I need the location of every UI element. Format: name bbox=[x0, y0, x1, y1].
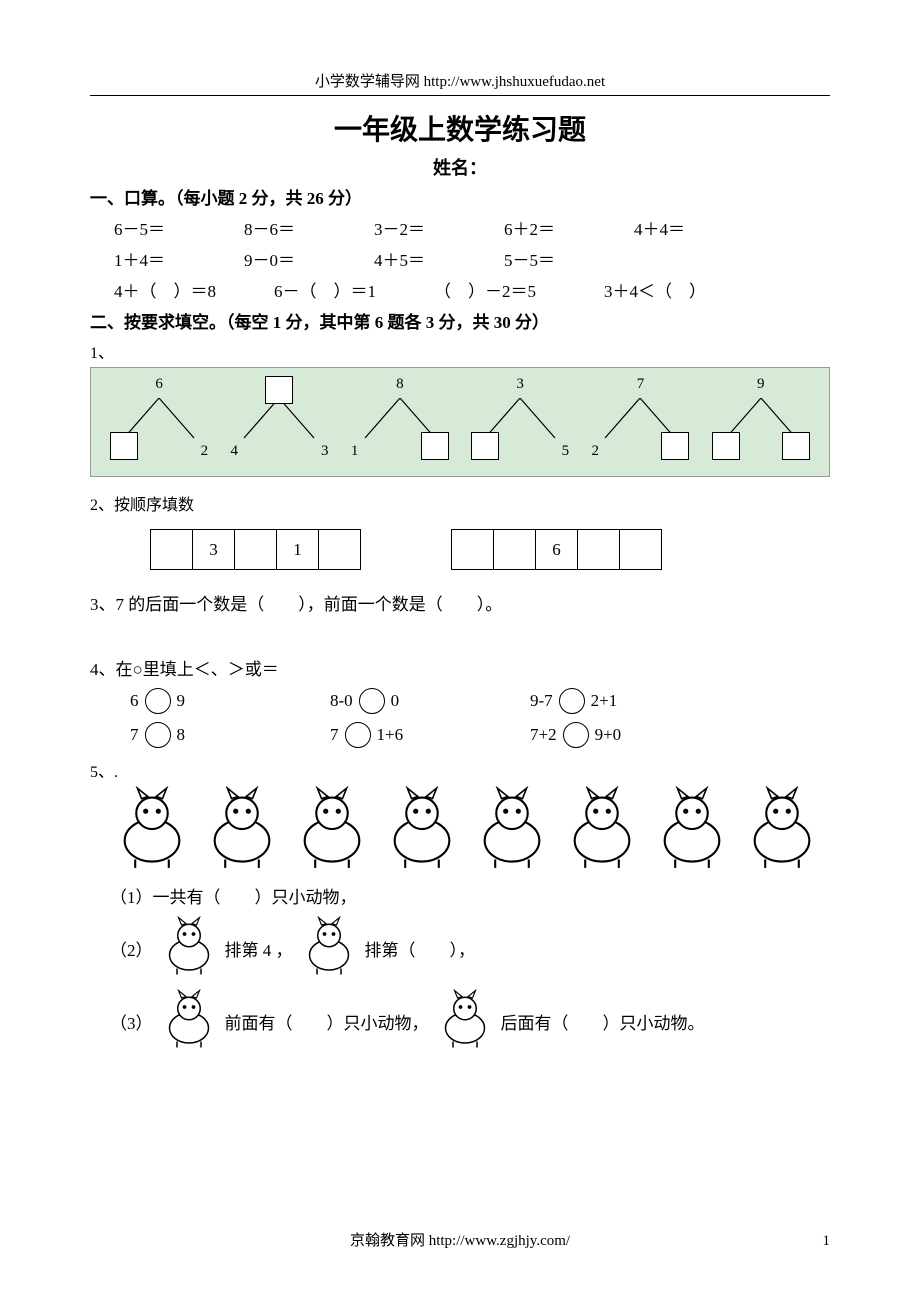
q4-label: 4、在○里填上＜、＞或＝ bbox=[90, 655, 830, 680]
number-bond: 3 5 bbox=[465, 380, 575, 460]
s1-p: 4＋5＝ bbox=[374, 246, 504, 271]
q5-3a: （3） bbox=[110, 1009, 153, 1034]
horse-icon bbox=[110, 786, 194, 870]
dog-icon bbox=[290, 786, 374, 875]
sheep-icon bbox=[650, 786, 734, 875]
page-header: 小学数学辅导网 http://www.jhshuxuefudao.net bbox=[90, 70, 830, 96]
dog-icon bbox=[290, 786, 374, 870]
q5-2b: 排第 4 ， bbox=[225, 936, 293, 961]
s1-p: 6－（ ）＝1 bbox=[274, 277, 434, 302]
cat-icon bbox=[435, 989, 495, 1049]
number-bond-strip: 6 2 4 3 8 1 3 5 7 2 bbox=[90, 367, 830, 477]
animals-row bbox=[110, 786, 830, 875]
horse-icon bbox=[110, 786, 194, 875]
q5-3: （3） 前面有（ ）只小动物， 后面有（ ）只小动物。 bbox=[110, 989, 830, 1054]
name-label: 姓名： bbox=[90, 154, 830, 180]
s1-row1: 6－5＝ 8－6＝ 3－2＝ 6＋2＝ 4＋4＝ bbox=[114, 215, 830, 240]
q5-1-text: （1）一共有（ ）只小动物， bbox=[110, 883, 357, 908]
rabbit-icon bbox=[380, 786, 464, 875]
section-2-heading: 二、按要求填空。（每空 1 分，其中第 6 题各 3 分，共 30 分） bbox=[90, 308, 830, 333]
seq-cell: 3 bbox=[193, 530, 235, 570]
s1-p: 5－5＝ bbox=[504, 246, 634, 271]
sequence-tables: 31 6 bbox=[150, 529, 830, 570]
elephant-icon bbox=[740, 786, 824, 870]
q1-label: 1、 bbox=[90, 339, 830, 363]
s1-p: 3－2＝ bbox=[374, 215, 504, 240]
rabbit-icon bbox=[159, 916, 219, 976]
circle-blank bbox=[145, 688, 171, 714]
number-bond: 7 2 bbox=[585, 380, 695, 460]
cat-icon bbox=[435, 989, 495, 1054]
seq-cell bbox=[452, 530, 494, 570]
circle-blank bbox=[559, 688, 585, 714]
seq-cell bbox=[319, 530, 361, 570]
section-1-heading: 一、口算。（每小题 2 分，共 26 分） bbox=[90, 184, 830, 209]
circle-blank bbox=[563, 722, 589, 748]
q3-text: 3、7 的后面一个数是（ ），前面一个数是（ ）。 bbox=[90, 590, 830, 615]
q5-3c: 后面有（ ）只小动物。 bbox=[501, 1009, 705, 1034]
compare-item: 69 bbox=[130, 688, 330, 714]
compare-item: 8-00 bbox=[330, 688, 530, 714]
q5-label: 5、. bbox=[90, 758, 830, 782]
s1-row3: 4＋（ ）＝8 6－（ ）＝1 （ ）－2＝5 3＋4＜（ ） bbox=[114, 277, 830, 302]
q5-2c: 排第（ ）， bbox=[365, 936, 476, 961]
number-bond: 8 1 bbox=[345, 380, 455, 460]
boy-icon bbox=[470, 786, 554, 875]
q2-label: 2、按顺序填数 bbox=[90, 491, 830, 515]
seq-cell bbox=[494, 530, 536, 570]
elephant-icon bbox=[740, 786, 824, 875]
s1-p: 3＋4＜（ ） bbox=[604, 277, 764, 302]
compare-item: 7+29+0 bbox=[530, 722, 730, 748]
rabbit-icon bbox=[380, 786, 464, 870]
circle-blank bbox=[359, 688, 385, 714]
q5-2a: （2） bbox=[110, 936, 153, 961]
elephant-icon bbox=[159, 989, 219, 1049]
circle-blank bbox=[145, 722, 171, 748]
worksheet-page: 小学数学辅导网 http://www.jhshuxuefudao.net 一年级… bbox=[0, 0, 920, 1300]
cat-icon bbox=[200, 786, 284, 875]
cat-icon bbox=[200, 786, 284, 870]
s1-p: （ ）－2＝5 bbox=[434, 277, 604, 302]
seq-cell bbox=[151, 530, 193, 570]
seq-cell bbox=[578, 530, 620, 570]
compare-item: 78 bbox=[130, 722, 330, 748]
seq-cell bbox=[620, 530, 662, 570]
compare-item: 71+6 bbox=[330, 722, 530, 748]
elephant-icon bbox=[159, 989, 219, 1054]
turtle-icon bbox=[560, 786, 644, 870]
seq-cell: 1 bbox=[277, 530, 319, 570]
rabbit-icon bbox=[159, 916, 219, 981]
number-bond: 9 bbox=[706, 380, 816, 460]
s1-p: 6＋2＝ bbox=[504, 215, 634, 240]
s1-p: 4＋（ ）＝8 bbox=[114, 277, 274, 302]
s1-p: 6－5＝ bbox=[114, 215, 244, 240]
s1-p: 8－6＝ bbox=[244, 215, 374, 240]
page-number: 1 bbox=[823, 1233, 831, 1250]
sheep-icon bbox=[650, 786, 734, 870]
seq-cell bbox=[235, 530, 277, 570]
s1-p: 4＋4＝ bbox=[634, 215, 764, 240]
sequence-table-2: 6 bbox=[451, 529, 662, 570]
s1-p: 1＋4＝ bbox=[114, 246, 244, 271]
q5-1: （1）一共有（ ）只小动物， bbox=[110, 883, 830, 908]
sequence-table-1: 31 bbox=[150, 529, 361, 570]
s1-row2: 1＋4＝ 9－0＝ 4＋5＝ 5－5＝ bbox=[114, 246, 830, 271]
number-bond: 6 2 bbox=[104, 380, 214, 460]
sheep-icon bbox=[299, 916, 359, 981]
turtle-icon bbox=[560, 786, 644, 875]
cmp-row-1: 698-009-72+1 bbox=[130, 688, 830, 714]
cmp-row-2: 7871+67+29+0 bbox=[130, 722, 830, 748]
page-title: 一年级上数学练习题 bbox=[90, 108, 830, 148]
q5-3b: 前面有（ ）只小动物， bbox=[225, 1009, 429, 1034]
circle-blank bbox=[345, 722, 371, 748]
sheep-icon bbox=[299, 916, 359, 976]
q5-2: （2） 排第 4 ， 排第（ ）， bbox=[110, 916, 830, 981]
seq-cell: 6 bbox=[536, 530, 578, 570]
s1-p: 9－0＝ bbox=[244, 246, 374, 271]
boy-icon bbox=[470, 786, 554, 870]
compare-item: 9-72+1 bbox=[530, 688, 730, 714]
number-bond: 4 3 bbox=[224, 380, 334, 460]
page-footer: 京翰教育网 http://www.zgjhjy.com/ bbox=[0, 1229, 920, 1250]
